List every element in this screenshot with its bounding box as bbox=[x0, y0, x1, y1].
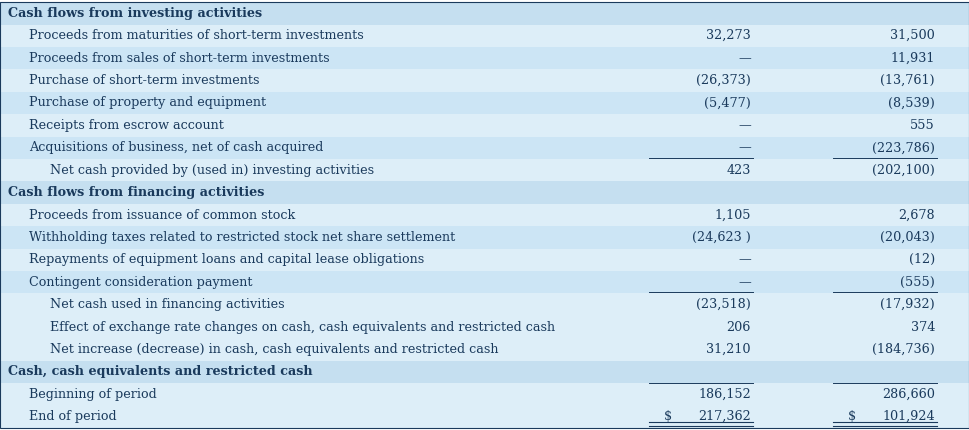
Text: 1,105: 1,105 bbox=[714, 209, 751, 221]
Text: Repayments of equipment loans and capital lease obligations: Repayments of equipment loans and capita… bbox=[29, 253, 424, 266]
Text: Proceeds from sales of short-term investments: Proceeds from sales of short-term invest… bbox=[29, 52, 329, 64]
Text: 286,660: 286,660 bbox=[882, 388, 935, 401]
Text: (5,477): (5,477) bbox=[704, 96, 751, 110]
FancyBboxPatch shape bbox=[0, 92, 969, 114]
Text: Contingent consideration payment: Contingent consideration payment bbox=[29, 276, 253, 289]
Text: (184,736): (184,736) bbox=[872, 343, 935, 356]
Text: Effect of exchange rate changes on cash, cash equivalents and restricted cash: Effect of exchange rate changes on cash,… bbox=[50, 320, 555, 334]
Text: (555): (555) bbox=[900, 276, 935, 289]
Text: $: $ bbox=[848, 410, 856, 423]
Text: (24,623 ): (24,623 ) bbox=[692, 231, 751, 244]
Text: Cash flows from investing activities: Cash flows from investing activities bbox=[8, 7, 262, 20]
FancyBboxPatch shape bbox=[0, 25, 969, 47]
FancyBboxPatch shape bbox=[0, 383, 969, 405]
Text: (223,786): (223,786) bbox=[872, 141, 935, 154]
Text: Beginning of period: Beginning of period bbox=[29, 388, 157, 401]
Text: Net cash used in financing activities: Net cash used in financing activities bbox=[50, 298, 285, 311]
Text: Purchase of property and equipment: Purchase of property and equipment bbox=[29, 96, 266, 110]
Text: 206: 206 bbox=[727, 320, 751, 334]
Text: Acquisitions of business, net of cash acquired: Acquisitions of business, net of cash ac… bbox=[29, 141, 324, 154]
Text: 217,362: 217,362 bbox=[699, 410, 751, 423]
Text: Net cash provided by (used in) investing activities: Net cash provided by (used in) investing… bbox=[50, 164, 374, 177]
Text: (202,100): (202,100) bbox=[872, 164, 935, 177]
FancyBboxPatch shape bbox=[0, 47, 969, 69]
Text: 2,678: 2,678 bbox=[898, 209, 935, 221]
Text: Purchase of short-term investments: Purchase of short-term investments bbox=[29, 74, 260, 87]
FancyBboxPatch shape bbox=[0, 271, 969, 293]
Text: (12): (12) bbox=[909, 253, 935, 266]
Text: Withholding taxes related to restricted stock net share settlement: Withholding taxes related to restricted … bbox=[29, 231, 455, 244]
Text: Cash flows from financing activities: Cash flows from financing activities bbox=[8, 186, 265, 199]
Text: $: $ bbox=[664, 410, 672, 423]
Text: (26,373): (26,373) bbox=[696, 74, 751, 87]
Text: (8,539): (8,539) bbox=[889, 96, 935, 110]
FancyBboxPatch shape bbox=[0, 159, 969, 181]
Text: Proceeds from maturities of short-term investments: Proceeds from maturities of short-term i… bbox=[29, 29, 363, 42]
Text: End of period: End of period bbox=[29, 410, 116, 423]
FancyBboxPatch shape bbox=[0, 204, 969, 226]
Text: Receipts from escrow account: Receipts from escrow account bbox=[29, 119, 224, 132]
FancyBboxPatch shape bbox=[0, 249, 969, 271]
Text: (17,932): (17,932) bbox=[880, 298, 935, 311]
FancyBboxPatch shape bbox=[0, 361, 969, 383]
Text: —: — bbox=[738, 141, 751, 154]
Text: 374: 374 bbox=[911, 320, 935, 334]
Text: —: — bbox=[738, 119, 751, 132]
FancyBboxPatch shape bbox=[0, 114, 969, 137]
Text: 186,152: 186,152 bbox=[699, 388, 751, 401]
Text: 555: 555 bbox=[910, 119, 935, 132]
Text: Cash, cash equivalents and restricted cash: Cash, cash equivalents and restricted ca… bbox=[8, 366, 312, 378]
FancyBboxPatch shape bbox=[0, 338, 969, 361]
Text: 11,931: 11,931 bbox=[891, 52, 935, 64]
FancyBboxPatch shape bbox=[0, 405, 969, 428]
Text: (13,761): (13,761) bbox=[881, 74, 935, 87]
Text: 423: 423 bbox=[727, 164, 751, 177]
FancyBboxPatch shape bbox=[0, 2, 969, 25]
Text: (20,043): (20,043) bbox=[880, 231, 935, 244]
Text: —: — bbox=[738, 253, 751, 266]
Text: Proceeds from issuance of common stock: Proceeds from issuance of common stock bbox=[29, 209, 296, 221]
Text: Net increase (decrease) in cash, cash equivalents and restricted cash: Net increase (decrease) in cash, cash eq… bbox=[50, 343, 499, 356]
FancyBboxPatch shape bbox=[0, 69, 969, 92]
Text: 101,924: 101,924 bbox=[883, 410, 935, 423]
FancyBboxPatch shape bbox=[0, 137, 969, 159]
Text: 31,500: 31,500 bbox=[891, 29, 935, 42]
FancyBboxPatch shape bbox=[0, 293, 969, 316]
Text: 31,210: 31,210 bbox=[706, 343, 751, 356]
FancyBboxPatch shape bbox=[0, 181, 969, 204]
Text: —: — bbox=[738, 52, 751, 64]
Text: (23,518): (23,518) bbox=[696, 298, 751, 311]
Text: —: — bbox=[738, 276, 751, 289]
FancyBboxPatch shape bbox=[0, 226, 969, 249]
FancyBboxPatch shape bbox=[0, 316, 969, 338]
Text: 32,273: 32,273 bbox=[706, 29, 751, 42]
